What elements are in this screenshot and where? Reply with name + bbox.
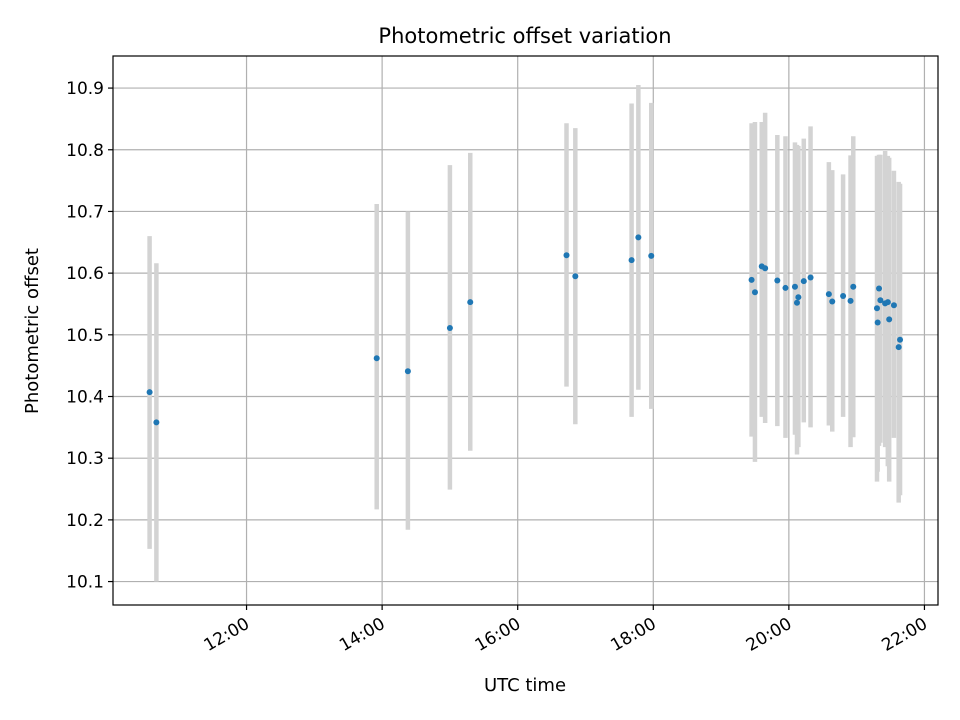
data-point	[572, 273, 579, 280]
data-point	[886, 316, 893, 323]
data-point	[635, 234, 642, 241]
data-point	[829, 298, 836, 305]
plot-frame	[112, 55, 939, 606]
data-point	[793, 299, 800, 306]
data-point	[874, 319, 881, 326]
data-point	[795, 294, 802, 301]
y-tick-label: 10.4	[66, 388, 104, 408]
data-point	[628, 257, 635, 264]
y-tick-label: 10.9	[66, 79, 104, 99]
data-point	[782, 284, 789, 291]
chart-title: Photometric offset variation	[378, 24, 671, 48]
y-axis-title: Photometric offset	[22, 248, 43, 414]
data-point	[873, 305, 880, 312]
data-point	[648, 252, 655, 259]
data-point	[751, 289, 758, 296]
data-point	[884, 299, 891, 306]
data-point	[404, 368, 411, 375]
data-point	[876, 285, 883, 292]
x-axis-title: UTC time	[484, 675, 566, 696]
marker-layer	[146, 234, 904, 426]
data-point	[825, 291, 832, 298]
data-point	[850, 283, 857, 290]
data-point	[895, 344, 902, 351]
data-point	[146, 389, 153, 396]
data-point	[897, 336, 904, 343]
data-point	[446, 325, 453, 332]
y-tick-label: 10.8	[66, 141, 104, 161]
y-tick-label: 10.1	[66, 573, 104, 593]
data-point	[847, 297, 854, 304]
data-point	[153, 419, 160, 426]
data-point	[890, 302, 897, 309]
data-point	[762, 265, 769, 272]
data-point	[563, 252, 570, 259]
y-tick-label: 10.7	[66, 202, 104, 222]
y-tick-label: 10.2	[66, 511, 104, 531]
data-point	[467, 299, 474, 306]
data-point	[373, 355, 380, 362]
y-tick-label: 10.3	[66, 449, 104, 469]
data-point	[807, 274, 814, 281]
data-point	[800, 278, 807, 285]
data-point	[791, 283, 798, 290]
data-point	[774, 277, 781, 284]
data-point	[877, 297, 884, 304]
y-tick-label: 10.5	[66, 326, 104, 346]
data-point	[840, 292, 847, 299]
y-tick-label: 10.6	[66, 264, 104, 284]
data-point	[748, 276, 755, 283]
